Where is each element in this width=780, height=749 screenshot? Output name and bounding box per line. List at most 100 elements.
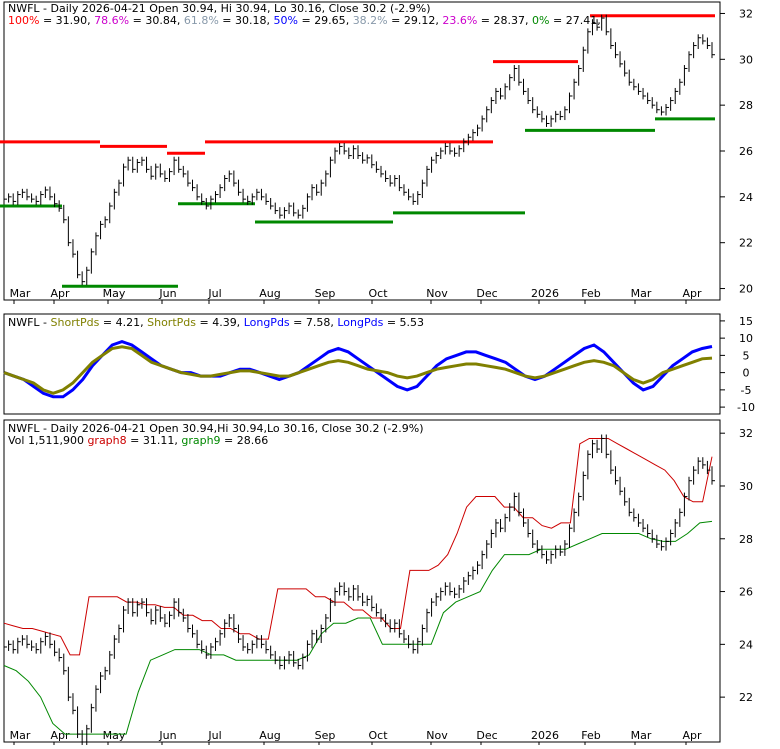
- fib-level-value: 28.37: [494, 14, 526, 27]
- y-tick-label: -10: [737, 401, 755, 414]
- x-tick-label: Dec: [476, 287, 497, 300]
- legend-label: LongPds: [337, 316, 383, 329]
- fib-eq: =: [549, 14, 565, 27]
- y-tick-label: 32: [739, 427, 753, 440]
- x-tick-label: May: [103, 287, 126, 300]
- y-tick-label: 26: [739, 586, 753, 599]
- legend-value: = 7.58,: [290, 316, 338, 329]
- x-tick-label: Jul: [207, 729, 221, 742]
- osc-legend: NWFL - ShortPds = 4.21, ShortPds = 4.39,…: [8, 316, 424, 329]
- y-tick-label: 20: [739, 283, 753, 296]
- fib-level-label: 100%: [8, 14, 39, 27]
- x-tick-label: Sep: [315, 729, 336, 742]
- graph9-value: = 28.66: [221, 434, 269, 447]
- y-tick-label: 28: [739, 533, 753, 546]
- x-tick-label: Feb: [581, 729, 600, 742]
- fib-eq: =: [219, 14, 235, 27]
- panel-2-frame: [3, 313, 721, 415]
- x-tick-label: Aug: [259, 729, 280, 742]
- x-tick-label: Jul: [207, 287, 221, 300]
- fib-header: NWFL - Daily 2026-04-21 Open 30.94, Hi 3…: [8, 2, 431, 15]
- fib-eq: =: [477, 14, 493, 27]
- fib-levels: 100% = 31.90, 78.6% = 30.84, 61.8% = 30.…: [8, 14, 601, 27]
- legend-label: ShortPds: [147, 316, 196, 329]
- y-tick-label: 0: [743, 367, 750, 380]
- x-tick-label: Apr: [682, 729, 702, 742]
- legend-label: NWFL -: [8, 316, 51, 329]
- fib-sep: ,: [87, 14, 94, 27]
- fib-level-label: 0%: [532, 14, 549, 27]
- panel-3-frame: [3, 419, 721, 743]
- y-tick-label: -5: [741, 384, 752, 397]
- fib-level-label: 50%: [274, 14, 298, 27]
- y-tick-label: 5: [743, 349, 750, 362]
- x-tick-label: Oct: [368, 729, 388, 742]
- fib-sep: ,: [597, 14, 601, 27]
- long-pds-line: [3, 340, 713, 399]
- x-tick-label: Mar: [631, 287, 652, 300]
- y-tick-label: 30: [739, 53, 753, 66]
- x-tick-label: Apr: [50, 729, 70, 742]
- y-tick-label: 10: [739, 332, 753, 345]
- legend-value: = 5.53: [383, 316, 424, 329]
- graph8-line: [3, 438, 713, 656]
- fib-sep: ,: [346, 14, 353, 27]
- fib-eq: =: [129, 14, 145, 27]
- x-tick-label: Nov: [426, 729, 448, 742]
- x-tick-label: Apr: [50, 287, 70, 300]
- graph8-value: = 31.11,: [127, 434, 182, 447]
- header-prefix: NWFL - Daily 2026-04-21 Open 30.94, Hi 3…: [8, 2, 431, 15]
- x-tick-label: Oct: [368, 287, 388, 300]
- fib-level-label: 38.2%: [353, 14, 388, 27]
- x-tick-label: May: [103, 729, 126, 742]
- fib-sep: ,: [435, 14, 442, 27]
- x-tick-label: Sep: [315, 287, 336, 300]
- x-tick-label: Mar: [10, 287, 31, 300]
- x-tick-label: 2026: [531, 287, 559, 300]
- fib-level-value: 29.12: [404, 14, 436, 27]
- fib-level-value: 30.84: [145, 14, 177, 27]
- fib-eq: =: [388, 14, 404, 27]
- fib-level-label: 61.8%: [184, 14, 219, 27]
- y-tick-label: 30: [739, 480, 753, 493]
- fib-eq: =: [39, 14, 55, 27]
- y-tick-label: 22: [739, 691, 753, 704]
- legend-value: = 4.39,: [196, 316, 244, 329]
- x-tick-label: Jun: [158, 287, 176, 300]
- fib-sep: ,: [525, 14, 532, 27]
- y-tick-label: 22: [739, 237, 753, 250]
- graph9-label: graph9: [181, 434, 220, 447]
- fib-level-value: 29.65: [314, 14, 346, 27]
- x-tick-label: Feb: [581, 287, 600, 300]
- y-tick-label: 15: [739, 315, 753, 328]
- x-tick-label: Dec: [476, 729, 497, 742]
- y-tick-label: 28: [739, 99, 753, 112]
- fib-sep: ,: [267, 14, 274, 27]
- x-tick-label: Mar: [631, 729, 652, 742]
- legend-value: = 4.21,: [99, 316, 147, 329]
- fib-sep: ,: [177, 14, 184, 27]
- x-tick-label: Mar: [10, 729, 31, 742]
- y-tick-label: 24: [739, 638, 753, 651]
- fib-eq: =: [298, 14, 314, 27]
- fib-level-value: 31.90: [56, 14, 88, 27]
- y-tick-label: 26: [739, 145, 753, 158]
- y-tick-label: 32: [739, 7, 753, 20]
- fib-level-value: 27.41: [566, 14, 598, 27]
- signals-legend: Vol 1,511,900 graph8 = 31.11, graph9 = 2…: [8, 434, 268, 447]
- fib-level-value: 30.18: [235, 14, 267, 27]
- short-pds-line: [3, 345, 713, 395]
- signals-header: NWFL - Daily 2026-04-21 Open 30.94,Hi 30…: [8, 422, 424, 435]
- legend-label: ShortPds: [51, 316, 100, 329]
- graph8-label: graph8: [87, 434, 126, 447]
- vol-label: Vol 1,511,900: [8, 434, 87, 447]
- graph9-line: [3, 520, 713, 735]
- x-tick-label: Aug: [259, 287, 280, 300]
- fib-level-label: 23.6%: [442, 14, 477, 27]
- x-tick-label: Apr: [682, 287, 702, 300]
- x-tick-label: Jun: [158, 729, 176, 742]
- x-tick-label: Nov: [426, 287, 448, 300]
- x-tick-label: 2026: [531, 729, 559, 742]
